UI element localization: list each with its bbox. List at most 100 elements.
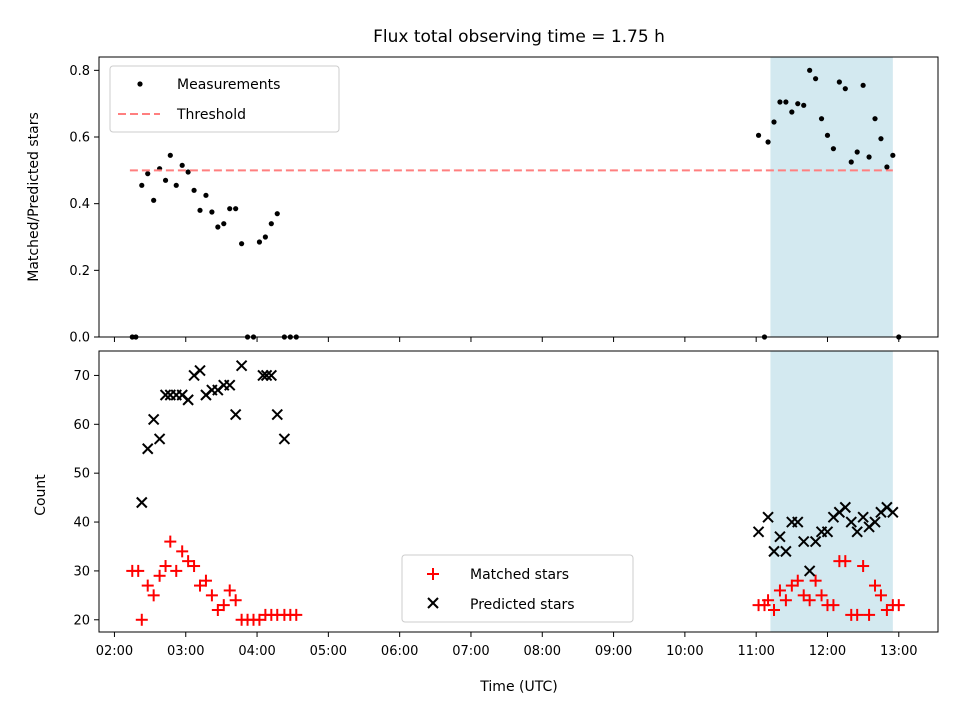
matched-stars-point	[773, 584, 786, 597]
top-y-tick-label: 0.8	[69, 64, 90, 79]
bottom-plot-area	[126, 359, 905, 626]
measurement-point	[239, 241, 245, 247]
panel-bottom: 20 30 40 50 60 70 02:00 03:00 04:00 05:00 06:00 07…	[33, 350, 939, 695]
measurement-point	[878, 136, 884, 142]
measurement-point	[848, 159, 854, 165]
predicted-stars-point	[257, 369, 269, 382]
matched-stars-point	[863, 608, 876, 621]
predicted-stars-point	[887, 506, 899, 518]
predicted-stars-point	[153, 433, 166, 445]
matched-stars-point	[779, 594, 792, 607]
matched-stars-point	[153, 569, 166, 582]
top-y-tick-label: 0.4	[69, 197, 90, 212]
measurement-point	[221, 221, 227, 227]
matched-stars-point	[132, 564, 145, 577]
predicted-stars-point	[278, 433, 291, 445]
x-tick-label: 11:00	[737, 644, 774, 659]
bottom-axes-frame	[98, 350, 939, 633]
measurement-point	[860, 82, 866, 88]
predicted-stars-point	[851, 526, 863, 538]
predicted-stars-point	[235, 359, 248, 372]
matched-stars-point	[827, 599, 840, 612]
measurement-point	[866, 154, 872, 160]
top-x-ticks	[113, 337, 900, 342]
matched-stars-point	[217, 599, 230, 612]
matched-stars-point	[223, 584, 236, 597]
measurement-point	[771, 119, 777, 125]
measurement-point	[274, 211, 280, 217]
matched-stars-point	[188, 560, 201, 573]
matched-stars-point	[164, 535, 177, 548]
measurement-point	[830, 146, 837, 152]
predicted-stars-point	[182, 394, 194, 406]
bottom-y-axis-label: Count	[33, 474, 49, 516]
measurement-point	[209, 209, 215, 215]
matched-stars-point	[176, 545, 189, 558]
measurement-point	[191, 187, 197, 193]
matched-stars-point	[135, 613, 148, 626]
predicted-stars-point	[136, 496, 148, 509]
measurement-point	[812, 76, 819, 82]
predicted-stars-point	[147, 413, 160, 426]
predicted-stars-point	[792, 516, 804, 528]
predicted-stars-point	[762, 511, 774, 523]
predicted-stars-point	[845, 516, 857, 528]
legend-threshold-label: Threshold	[176, 107, 246, 123]
bottom-y-tick-label: 20	[73, 613, 90, 628]
measurement-point	[203, 192, 209, 198]
panel-top: 0.00.20.40.60.8 Matched/Predicted stars …	[26, 56, 939, 346]
measurement-point	[755, 132, 762, 138]
measurement-point	[842, 86, 848, 92]
top-plot-area	[129, 67, 902, 340]
bottom-y-tick-label: 60	[73, 418, 90, 433]
predicted-stars-point	[159, 389, 172, 401]
matched-stars-point	[762, 594, 775, 607]
top-y-tick-label: 0.2	[69, 264, 90, 279]
legend-predicted-label: Predicted stars	[470, 597, 575, 613]
measurement-point	[854, 149, 860, 155]
measurement-point	[268, 221, 274, 227]
matched-stars-point	[159, 560, 172, 573]
predicted-stars-point	[194, 364, 206, 377]
x-tick-label: 07:00	[452, 644, 489, 659]
measurement-point	[836, 79, 842, 85]
predicted-stars-point	[839, 501, 852, 514]
measurement-point	[872, 116, 878, 122]
measurement-point	[233, 206, 239, 212]
measurement-point	[185, 169, 191, 175]
matched-stars-point	[768, 604, 781, 617]
x-tick-label: 03:00	[167, 644, 204, 659]
measurement-point	[227, 206, 233, 212]
matched-stars-point	[815, 589, 828, 602]
predicted-stars-point	[229, 408, 242, 421]
top-y-ticks: 0.0 0.2 0.4 0.6 0.8	[69, 64, 99, 346]
bottom-y-tick-label: 70	[73, 369, 90, 384]
measurement-point	[256, 239, 263, 245]
measurement-point	[807, 67, 813, 73]
legend-measurements-marker	[137, 81, 143, 87]
predicted-stars-point	[857, 511, 869, 523]
measurement-point	[884, 164, 890, 170]
bottom-x-ticks: 02:00 03:00 04:00 05:00 06:00 07:00 08:00 09:00…	[96, 632, 918, 659]
measurement-point	[215, 224, 221, 230]
predicted-stars-point	[798, 535, 810, 548]
x-tick-label: 02:00	[96, 644, 133, 659]
x-axis-label: Time (UTC)	[479, 679, 557, 695]
measurement-point	[795, 101, 801, 107]
x-tick-label: 13:00	[880, 644, 917, 659]
x-tick-label: 09:00	[595, 644, 632, 659]
matched-stars-point	[857, 560, 870, 573]
bottom-y-tick-label: 30	[73, 564, 90, 579]
bottom-y-tick-label: 50	[73, 467, 90, 482]
matched-stars-point	[851, 608, 864, 621]
matched-stars-point	[199, 574, 212, 587]
measurement-point	[818, 116, 825, 122]
matched-stars-point	[147, 589, 160, 602]
matched-stars-point	[803, 594, 816, 607]
measurement-point	[824, 132, 831, 138]
x-tick-label: 06:00	[381, 644, 418, 659]
legend-measurements-label: Measurements	[177, 77, 280, 93]
measurement-point	[167, 152, 173, 158]
top-axes-frame	[98, 56, 939, 338]
predicted-stars-point	[803, 565, 816, 577]
